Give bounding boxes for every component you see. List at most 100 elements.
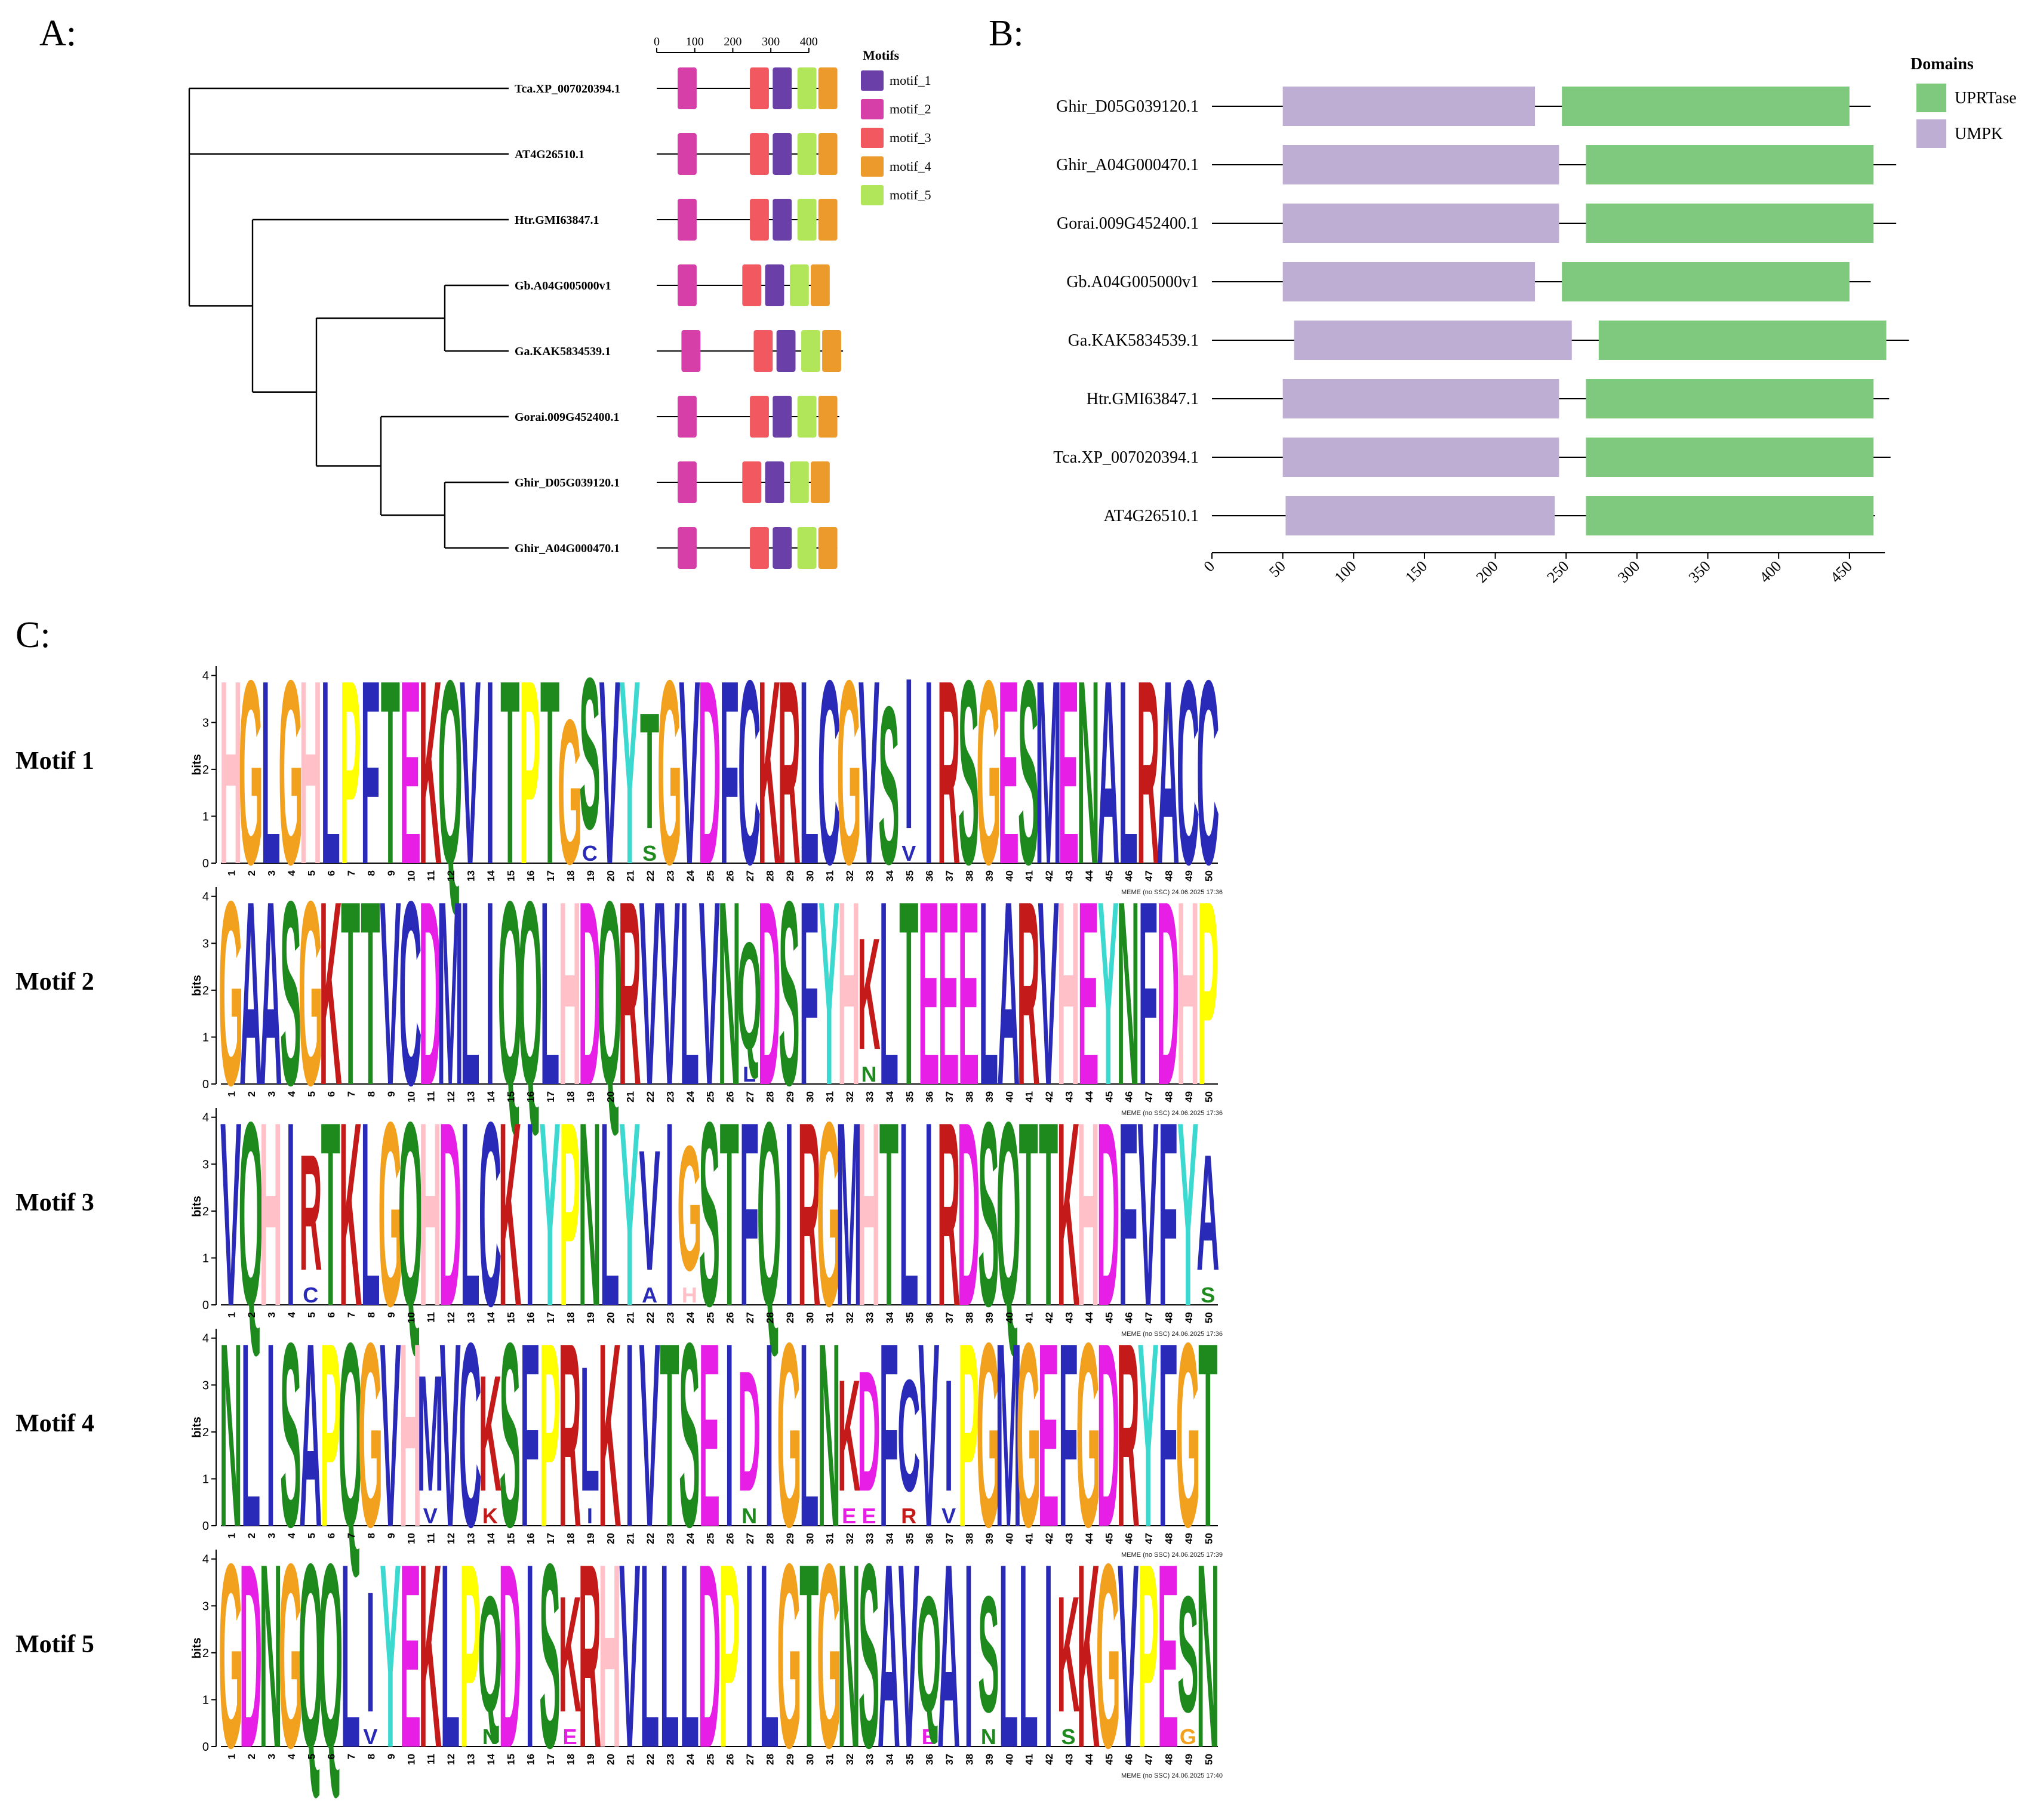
- logo-letter: K: [479, 1341, 501, 1526]
- x-position-label: 9: [386, 1312, 397, 1317]
- motif-1-block: [765, 264, 784, 306]
- taxon-row-htr-gmi63847-1: Htr.GMI63847.1: [515, 199, 838, 241]
- x-position-label: 1: [226, 1312, 238, 1317]
- x-position-label: 28: [765, 1312, 776, 1323]
- logo-letter: Q: [318, 1510, 343, 1803]
- y-tick-label: 0: [202, 1741, 209, 1754]
- logo-letter: I: [785, 1068, 794, 1361]
- x-position-label: 15: [505, 1754, 516, 1765]
- x-position-label: 13: [466, 1091, 477, 1103]
- legend-swatch-motif-5: [861, 185, 884, 205]
- x-position-label: 33: [864, 1091, 876, 1103]
- x-position-label: 9: [386, 1754, 397, 1759]
- x-position-label: 26: [725, 1533, 736, 1544]
- logo-letter: H: [558, 847, 581, 1140]
- logo-letter: E: [958, 847, 979, 1140]
- uprtase-domain-bar: [1586, 496, 1874, 535]
- x-position-label: 4: [286, 1532, 297, 1538]
- x-position-label: 23: [665, 1312, 676, 1323]
- logo-letter: T: [381, 626, 400, 919]
- logo-minor-letter: N: [482, 1724, 498, 1749]
- logo-letter: M: [995, 1289, 1021, 1582]
- y-tick-label: 3: [202, 716, 209, 729]
- x-position-label: 6: [326, 1533, 337, 1538]
- y-tick-label: 2: [202, 1647, 209, 1660]
- logo-letter: T: [1039, 1068, 1058, 1361]
- logo-letter: R: [558, 1289, 581, 1582]
- logo-letter: H: [598, 1510, 621, 1803]
- x-position-label: 23: [665, 1091, 676, 1103]
- x-position-label: 50: [1203, 870, 1214, 882]
- logo-letter: I: [665, 1068, 674, 1361]
- logo-letter: T: [1019, 1068, 1038, 1361]
- logo-letter: A: [299, 1289, 322, 1582]
- logo-minor-letter: I: [587, 1504, 593, 1528]
- logo-letter: F: [720, 626, 739, 919]
- x-position-label: 27: [744, 1754, 756, 1765]
- logo-letter: Y: [1098, 847, 1119, 1140]
- logo-letter: V: [220, 1068, 241, 1361]
- logo-minor-letter: N: [741, 1504, 757, 1528]
- x-position-label: 27: [744, 1312, 756, 1323]
- x-position-label: 28: [765, 1533, 776, 1544]
- logo-letter: K: [419, 626, 442, 919]
- logo-letter: G: [837, 626, 861, 919]
- protein-label: Tca.XP_007020394.1: [1053, 448, 1199, 467]
- motif-5-block: [797, 199, 817, 241]
- logo-letter: Q: [438, 626, 463, 919]
- logo-letter: C: [399, 847, 421, 1140]
- x-position-label: 14: [485, 1532, 497, 1544]
- logo-letter: D: [1097, 1289, 1119, 1582]
- logo-letter: N: [818, 1289, 841, 1582]
- domain-row-tca-xp-007020394-1: Tca.XP_007020394.1: [1053, 438, 1891, 477]
- x-position-label: 9: [386, 1533, 397, 1538]
- logo-letter: M: [437, 847, 463, 1140]
- x-position-label: 29: [784, 870, 796, 882]
- x-position-label: 32: [844, 870, 856, 882]
- logo-letter: G: [378, 1068, 402, 1361]
- logo-letter: G: [976, 626, 1001, 919]
- logo-letter: G: [299, 847, 323, 1140]
- logo-letter: F: [361, 626, 380, 919]
- logo-minor-letter: A: [642, 1283, 657, 1307]
- x-position-label: 24: [685, 1532, 696, 1544]
- umpk-domain-bar: [1282, 262, 1536, 301]
- x-position-label: 22: [645, 1312, 656, 1323]
- logo-letter: I: [964, 1510, 973, 1803]
- x-position-label: 39: [984, 1091, 995, 1103]
- x-position-label: 26: [725, 1754, 736, 1765]
- x-position-label: 16: [525, 870, 537, 882]
- logo-letter: E: [1038, 1289, 1059, 1582]
- taxon-label: Ghir_A04G000470.1: [515, 542, 620, 555]
- logo-letter: H: [1057, 847, 1079, 1140]
- x-position-label: 12: [445, 1754, 457, 1765]
- y-axis-label: bits: [190, 1196, 204, 1217]
- logo-letter: G: [278, 1510, 303, 1803]
- x-position-label: 34: [884, 1311, 896, 1323]
- x-position-label: 26: [725, 1091, 736, 1103]
- axis-tick-label: 100: [686, 35, 704, 48]
- motif-4-block: [818, 133, 838, 175]
- x-position-label: 3: [266, 1533, 278, 1538]
- logo-letter: K: [758, 626, 780, 919]
- x-position-label: 3: [266, 1091, 278, 1097]
- logo-minor-letter: V: [901, 841, 916, 866]
- y-tick-label: 1: [202, 1031, 209, 1044]
- x-position-label: 38: [964, 1091, 976, 1103]
- logo-letter: F: [1158, 1068, 1177, 1361]
- logo-letter: G: [1016, 1289, 1041, 1582]
- logo-letter: V: [439, 1289, 460, 1582]
- x-position-label: 4: [286, 870, 297, 876]
- x-position-label: 25: [704, 1312, 716, 1323]
- logo-letter: A: [259, 847, 282, 1140]
- logo-letter: E: [918, 847, 939, 1140]
- motif-architecture-panel: 0 100 200 300 400 Tca.XP_007020394.1 AT4G26510…: [188, 35, 931, 569]
- x-position-label: 17: [545, 1754, 556, 1765]
- x-position-label: 2: [246, 870, 257, 876]
- logo-letter: K: [419, 1510, 442, 1803]
- logo-letter: R: [619, 847, 641, 1140]
- logo-letter: L: [600, 1068, 619, 1361]
- logo-letter: D: [857, 1335, 880, 1527]
